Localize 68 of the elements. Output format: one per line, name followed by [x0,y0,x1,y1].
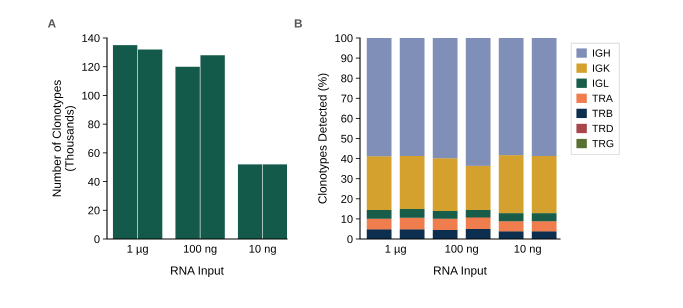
y-tick-label: 0 [347,235,353,244]
y-tick-label: 120 [82,62,100,71]
bar [532,221,557,232]
bar [466,210,491,218]
bar [366,210,392,219]
chart-title: B [294,19,302,28]
bar [498,155,524,214]
y-tick-label: 100 [335,34,353,42]
y-tick-label: 140 [82,34,100,42]
x-axis-title: RNA Input [171,266,224,278]
y-tick-label: 20 [341,195,353,203]
y-tick-label: 60 [88,149,100,157]
bar [532,231,557,239]
legend-label: TRB [592,110,612,117]
bar [400,229,425,239]
chart-title: A [48,19,56,28]
bar [466,38,491,166]
y-tick-label: 80 [341,74,353,82]
y-tick-label: 40 [88,178,100,186]
y-tick-label: 10 [342,215,353,224]
y-tick-label: 0 [94,235,100,244]
bar [400,38,425,156]
x-tick-label: 100 ng [446,244,478,255]
bar [498,213,524,222]
legend-label: TRD [592,124,613,132]
bar [366,229,392,239]
y-tick-label: 20 [88,206,100,214]
bar [400,218,425,230]
bar [498,221,524,232]
bar [432,230,458,239]
y-tick-label: 70 [341,94,353,102]
bar [466,228,491,239]
y-tick-label: 40 [340,154,353,163]
bar [432,38,458,158]
y-tick-label: 60 [341,114,353,123]
y-tick-label: 90 [341,54,353,62]
legend-label: TRG [592,140,614,148]
legend-label: TRA [592,94,613,102]
bar [498,38,524,156]
bar [466,217,491,229]
y-axis-title: Number of Clonotypes (Thousands) [52,80,76,196]
x-tick-label: 10 ng [250,244,276,255]
bar [366,156,392,210]
bar [400,209,425,218]
bar [466,166,491,210]
x-tick-label: 100 ng [184,244,216,255]
bar [432,211,458,219]
legend-label: IGL [593,80,608,87]
x-tick-label: 1 µg [128,244,148,255]
y-tick-label: 50 [341,134,353,143]
x-axis-title: RNA Input [434,266,487,278]
bar [366,218,392,230]
bar [498,231,524,239]
bar [432,218,458,230]
y-tick-label: 80 [88,120,100,128]
y-axis-title: Clonotypes Detected (%) [318,74,329,204]
y-tick-label: 100 [82,92,100,100]
bar [532,213,557,222]
legend-label: IGH [593,49,610,57]
bar [400,156,425,210]
bar [532,38,557,156]
bar [532,156,557,214]
y-tick-label: 30 [341,174,353,183]
x-tick-label: 1 µg [386,244,406,255]
legend-label: IGK [593,64,610,72]
x-tick-label: 10 ng [514,244,541,255]
bar [432,158,458,212]
bar [366,38,392,156]
